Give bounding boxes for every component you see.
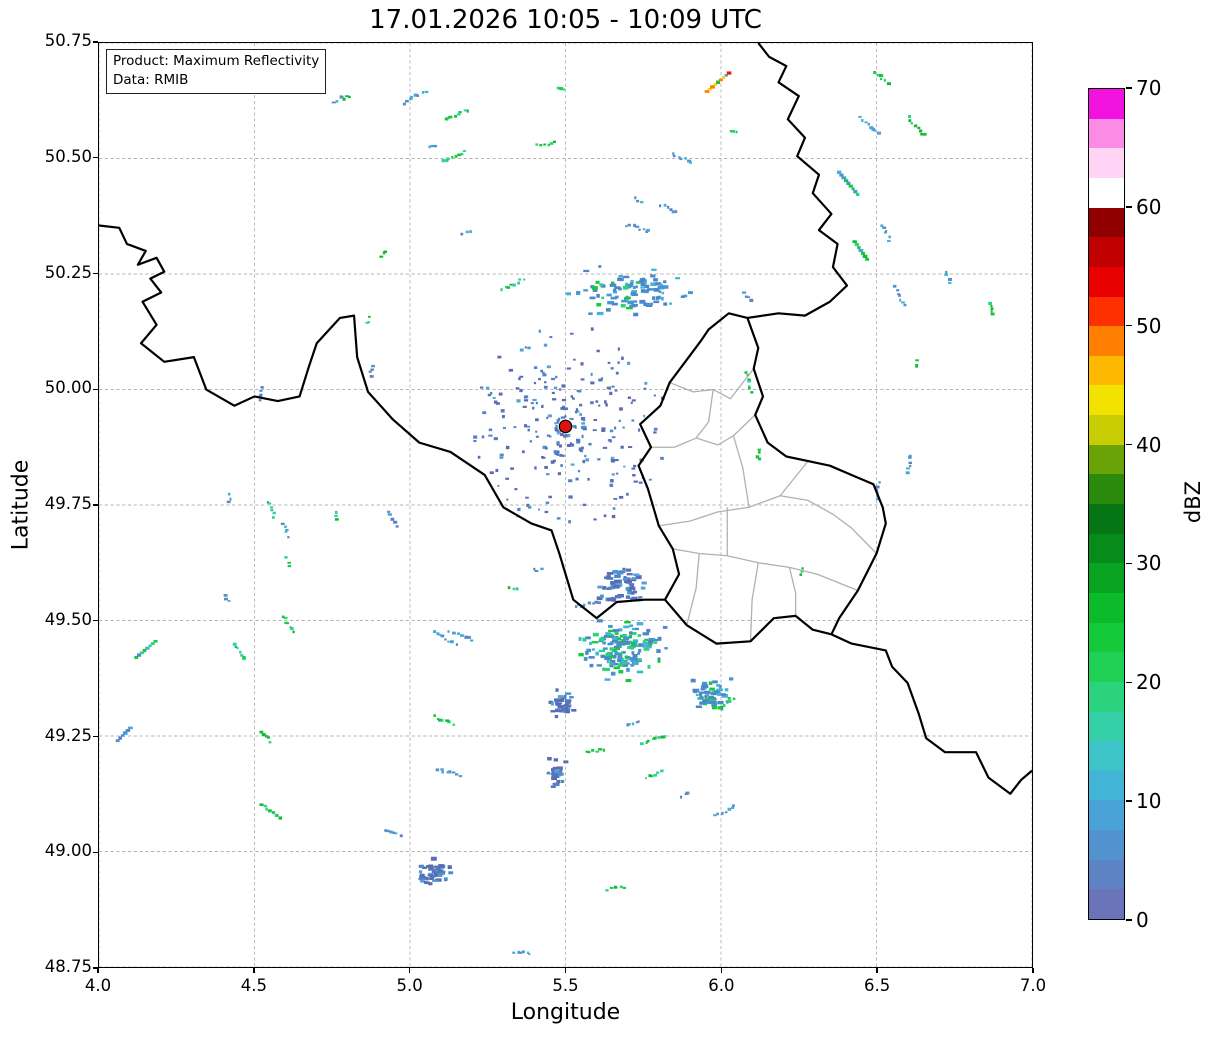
colorbar-tick-mark xyxy=(1126,919,1132,921)
colorbar-tick-label: 30 xyxy=(1136,551,1162,576)
colorbar-tick-mark xyxy=(1126,800,1132,802)
x-tick-label: 6.5 xyxy=(864,976,891,995)
y-tick-label: 50.25 xyxy=(44,262,92,282)
x-tick-label: 4.5 xyxy=(240,976,267,995)
colorbar-label: dBZ xyxy=(1181,480,1205,524)
colorbar-segment xyxy=(1089,207,1124,238)
national-borders xyxy=(99,43,1032,795)
x-tick-label: 5.0 xyxy=(396,976,423,995)
x-tick-mark xyxy=(1032,968,1034,973)
colorbar-segment xyxy=(1089,473,1124,504)
colorbar-segment xyxy=(1089,325,1124,356)
colorbar-segment xyxy=(1089,296,1124,327)
colorbar-segment xyxy=(1089,711,1124,742)
annotation-product-line: Product: Maximum Reflectivity xyxy=(113,53,320,69)
colorbar-segment xyxy=(1089,414,1124,445)
annotation-data-line: Data: RMIB xyxy=(113,71,189,88)
colorbar-segment xyxy=(1089,147,1124,178)
radar-echoes xyxy=(115,70,995,956)
colorbar-segment xyxy=(1089,859,1124,890)
y-tick-mark xyxy=(93,41,98,43)
colorbar-segment xyxy=(1089,770,1124,801)
colorbar-tick-mark xyxy=(1126,443,1132,446)
y-tick-label: 49.00 xyxy=(44,841,92,861)
colorbar-segment xyxy=(1089,622,1124,653)
gridlines xyxy=(99,43,1032,967)
x-tick-label: 6.0 xyxy=(708,976,735,995)
product-annotation: Product: Maximum Reflectivity Data: RMIB xyxy=(106,49,327,94)
y-tick-label: 48.75 xyxy=(44,957,92,976)
colorbar-tick-label: 70 xyxy=(1136,76,1162,100)
colorbar-segment xyxy=(1089,592,1124,623)
figure-title: 17.01.2026 10:05 - 10:09 UTC xyxy=(369,5,762,35)
map-canvas xyxy=(99,43,1032,967)
x-tick-mark xyxy=(408,968,411,973)
colorbar-tick-label: 0 xyxy=(1136,908,1149,932)
y-tick-label: 50.00 xyxy=(44,378,92,398)
colorbar xyxy=(1088,88,1125,920)
colorbar-segment xyxy=(1089,177,1124,208)
colorbar-segment xyxy=(1089,651,1124,682)
colorbar-tick-label: 10 xyxy=(1136,789,1162,814)
y-tick-mark xyxy=(93,388,98,390)
y-tick-label: 49.25 xyxy=(44,725,92,745)
colorbar-tick-label: 50 xyxy=(1136,313,1162,338)
colorbar-tick-mark xyxy=(1126,681,1132,683)
colorbar-segment xyxy=(1089,740,1124,771)
y-tick-mark xyxy=(93,272,98,275)
colorbar-segment xyxy=(1089,118,1124,149)
y-tick-label: 49.75 xyxy=(44,494,92,513)
colorbar-tick-mark xyxy=(1126,325,1132,327)
colorbar-tick-label: 40 xyxy=(1136,432,1162,457)
y-tick-mark xyxy=(93,620,98,622)
colorbar-segment xyxy=(1089,384,1124,416)
colorbar-tick-mark xyxy=(1126,87,1132,89)
province-borders xyxy=(651,368,877,642)
y-tick-mark xyxy=(93,967,98,969)
y-tick-mark xyxy=(93,157,98,159)
colorbar-segment xyxy=(1089,444,1124,475)
colorbar-segment xyxy=(1089,829,1124,860)
x-tick-mark xyxy=(253,968,255,973)
colorbar-segment xyxy=(1089,355,1124,386)
colorbar-segment xyxy=(1089,799,1124,831)
colorbar-segment xyxy=(1089,88,1124,119)
map-plot-area: Product: Maximum Reflectivity Data: RMIB xyxy=(98,42,1033,968)
colorbar-tick-mark xyxy=(1126,206,1132,208)
x-tick-mark xyxy=(564,968,567,973)
colorbar-tick-mark xyxy=(1126,562,1132,565)
y-tick-mark xyxy=(93,735,98,738)
colorbar-segment xyxy=(1089,888,1124,919)
x-tick-mark xyxy=(97,968,99,973)
x-tick-mark xyxy=(720,968,723,973)
x-tick-label: 5.5 xyxy=(552,976,579,995)
colorbar-segment xyxy=(1089,562,1124,593)
colorbar-segment xyxy=(1089,266,1124,297)
colorbar-segment xyxy=(1089,681,1124,712)
colorbar-segment xyxy=(1089,503,1124,534)
x-tick-mark xyxy=(876,968,878,973)
colorbar-segment xyxy=(1089,236,1124,267)
x-tick-label: 7.0 xyxy=(1019,976,1047,995)
y-tick-label: 50.50 xyxy=(44,146,92,166)
radar-site-marker xyxy=(558,419,573,434)
colorbar-tick-label: 60 xyxy=(1136,194,1162,219)
y-tick-label: 50.75 xyxy=(44,31,92,50)
colorbar-tick-label: 20 xyxy=(1136,670,1162,695)
colorbar-segment xyxy=(1089,533,1124,564)
y-tick-label: 49.50 xyxy=(44,609,92,629)
y-tick-mark xyxy=(93,504,98,506)
y-tick-mark xyxy=(93,851,98,853)
x-tick-label: 4.0 xyxy=(84,976,112,995)
x-axis-label: Longitude xyxy=(510,1000,621,1025)
